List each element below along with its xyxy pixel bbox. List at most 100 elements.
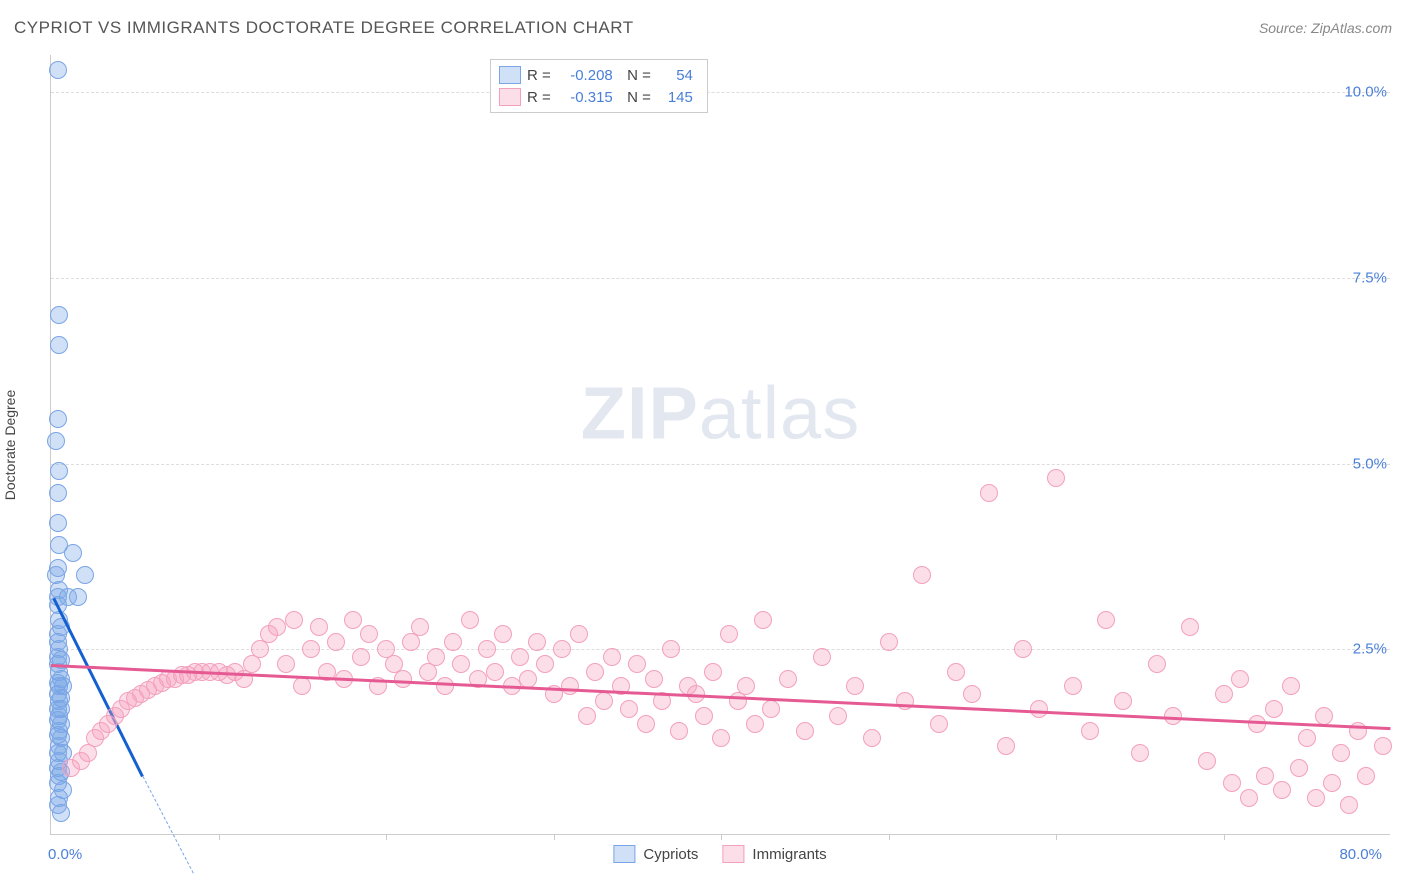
legend-n-value: 145 — [657, 89, 693, 106]
scatter-point — [1240, 789, 1258, 807]
watermark: ZIPatlas — [581, 371, 860, 456]
scatter-point — [1030, 700, 1048, 718]
scatter-point — [712, 729, 730, 747]
scatter-point — [511, 648, 529, 666]
scatter-point — [1148, 655, 1166, 673]
legend-r-value: -0.315 — [557, 89, 613, 106]
scatter-point — [49, 61, 67, 79]
scatter-point — [670, 722, 688, 740]
scatter-point — [352, 648, 370, 666]
scatter-point — [620, 700, 638, 718]
legend-row: R =-0.208 N =54 — [499, 64, 693, 86]
scatter-point — [528, 633, 546, 651]
scatter-point — [1340, 796, 1358, 814]
scatter-point — [1215, 685, 1233, 703]
scatter-point — [50, 336, 68, 354]
scatter-point — [578, 707, 596, 725]
scatter-point — [1374, 737, 1392, 755]
series-legend: Cypriots Immigrants — [613, 845, 826, 863]
scatter-point — [1307, 789, 1325, 807]
scatter-point — [846, 677, 864, 695]
scatter-point — [486, 663, 504, 681]
scatter-point — [662, 640, 680, 658]
scatter-point — [277, 655, 295, 673]
scatter-point — [1332, 744, 1350, 762]
scatter-point — [1014, 640, 1032, 658]
scatter-point — [1064, 677, 1082, 695]
x-tick — [219, 834, 220, 840]
scatter-point — [1223, 774, 1241, 792]
scatter-point — [1231, 670, 1249, 688]
scatter-point — [896, 692, 914, 710]
legend-swatch — [613, 845, 635, 863]
x-tick — [1056, 834, 1057, 840]
scatter-point — [1131, 744, 1149, 762]
chart-area: Doctorate Degree ZIPatlas 2.5%5.0%7.5%10… — [50, 55, 1390, 835]
legend-swatch — [722, 845, 744, 863]
x-tick — [889, 834, 890, 840]
scatter-point — [947, 663, 965, 681]
scatter-point — [1290, 759, 1308, 777]
scatter-point — [427, 648, 445, 666]
chart-header: CYPRIOT VS IMMIGRANTS DOCTORATE DEGREE C… — [14, 18, 1392, 38]
scatter-point — [310, 618, 328, 636]
scatter-point — [570, 625, 588, 643]
gridline — [51, 92, 1390, 93]
scatter-point — [595, 692, 613, 710]
legend-item: Cypriots — [613, 845, 698, 863]
chart-title: CYPRIOT VS IMMIGRANTS DOCTORATE DEGREE C… — [14, 18, 634, 38]
scatter-point — [997, 737, 1015, 755]
x-axis-min-label: 0.0% — [48, 846, 82, 863]
scatter-point — [603, 648, 621, 666]
scatter-point — [1181, 618, 1199, 636]
scatter-point — [695, 707, 713, 725]
scatter-point — [746, 715, 764, 733]
scatter-point — [645, 670, 663, 688]
scatter-point — [930, 715, 948, 733]
scatter-point — [1047, 469, 1065, 487]
legend-r-label: R = — [527, 89, 551, 106]
scatter-point — [52, 804, 70, 822]
scatter-point — [411, 618, 429, 636]
scatter-point — [1323, 774, 1341, 792]
scatter-point — [49, 484, 67, 502]
scatter-point — [344, 611, 362, 629]
legend-n-label: N = — [619, 67, 651, 84]
scatter-point — [47, 432, 65, 450]
x-tick — [554, 834, 555, 840]
scatter-point — [494, 625, 512, 643]
scatter-point — [50, 462, 68, 480]
trend-line-extrapolation — [143, 776, 194, 873]
scatter-point — [50, 306, 68, 324]
gridline — [51, 464, 1390, 465]
scatter-point — [829, 707, 847, 725]
scatter-point — [285, 611, 303, 629]
scatter-point — [76, 566, 94, 584]
legend-r-label: R = — [527, 67, 551, 84]
scatter-point — [1298, 729, 1316, 747]
x-axis-max-label: 80.0% — [1339, 846, 1382, 863]
scatter-point — [452, 655, 470, 673]
scatter-point — [1081, 722, 1099, 740]
scatter-point — [49, 514, 67, 532]
scatter-point — [720, 625, 738, 643]
scatter-point — [980, 484, 998, 502]
scatter-point — [302, 640, 320, 658]
scatter-point — [1198, 752, 1216, 770]
legend-item: Immigrants — [722, 845, 826, 863]
scatter-point — [1256, 767, 1274, 785]
scatter-point — [1114, 692, 1132, 710]
scatter-point — [1282, 677, 1300, 695]
y-axis-title: Doctorate Degree — [2, 390, 18, 501]
x-tick — [721, 834, 722, 840]
scatter-point — [561, 677, 579, 695]
scatter-point — [813, 648, 831, 666]
scatter-point — [268, 618, 286, 636]
scatter-point — [628, 655, 646, 673]
scatter-point — [478, 640, 496, 658]
scatter-point — [436, 677, 454, 695]
chart-source: Source: ZipAtlas.com — [1259, 20, 1392, 36]
scatter-point — [863, 729, 881, 747]
scatter-point — [796, 722, 814, 740]
legend-swatch — [499, 88, 521, 106]
